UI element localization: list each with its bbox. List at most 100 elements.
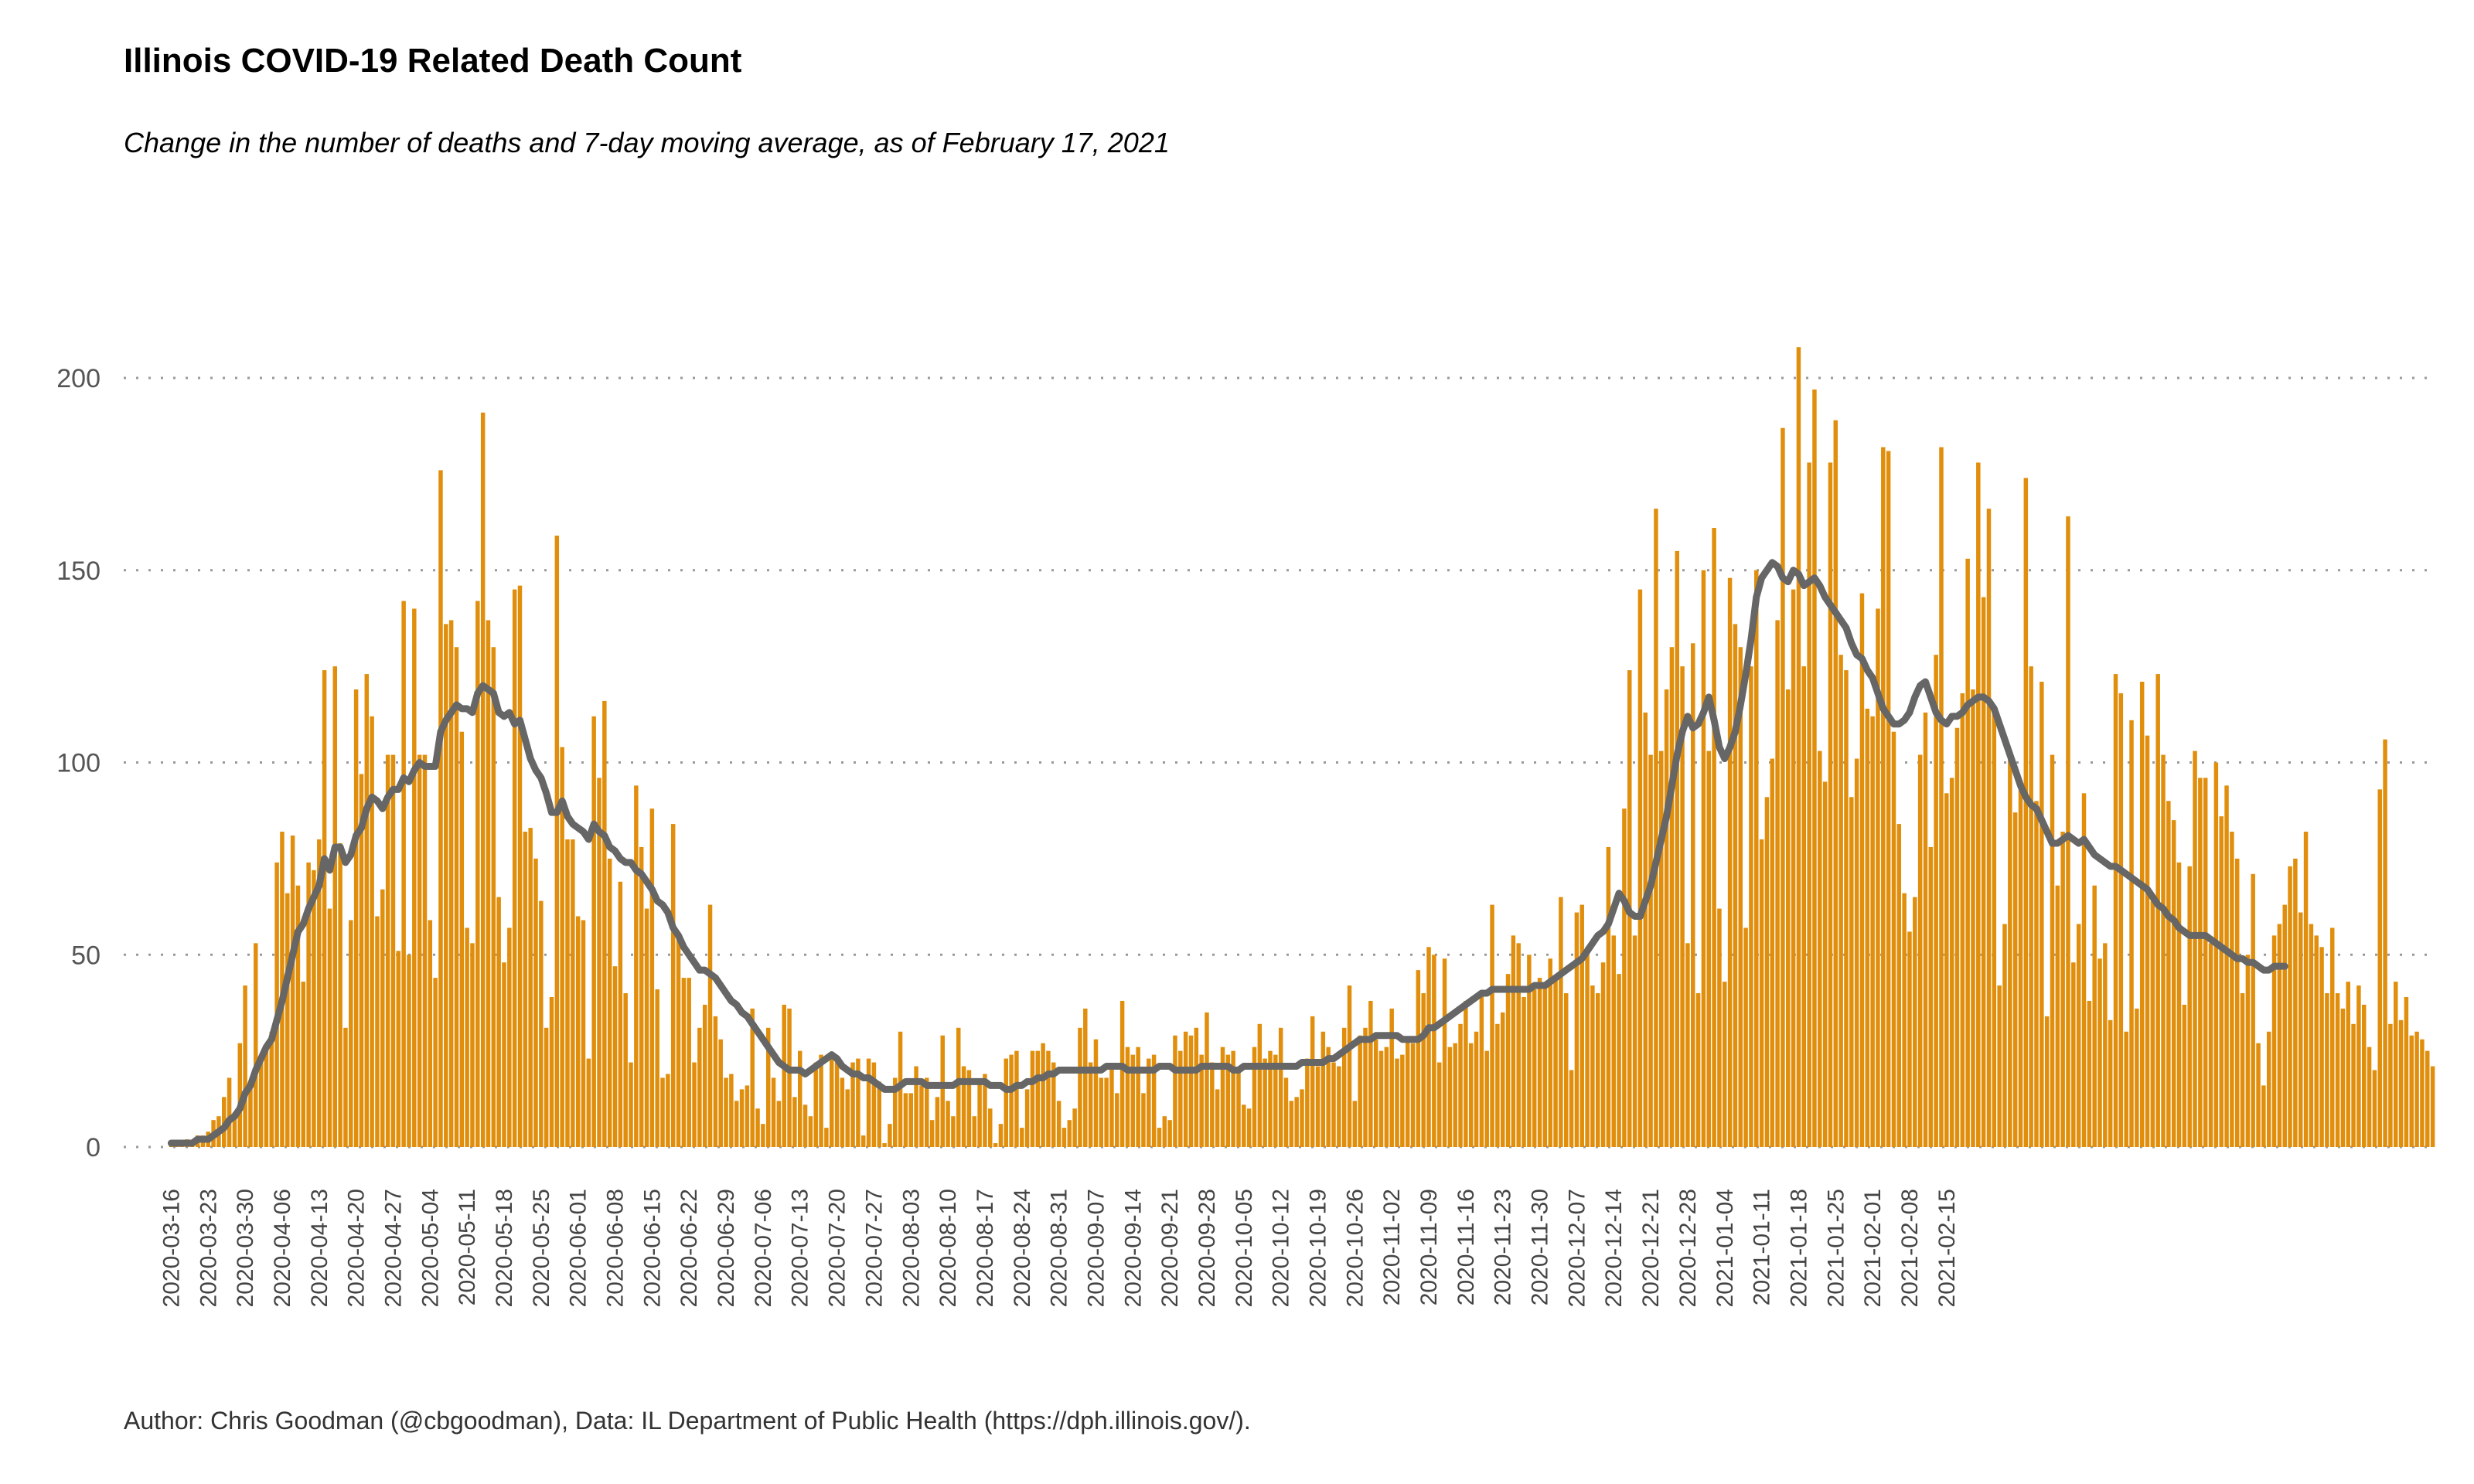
bar — [782, 1004, 786, 1147]
bar — [1099, 1077, 1104, 1147]
bar — [2103, 943, 2108, 1147]
bar — [317, 839, 322, 1147]
bar — [2266, 1031, 2271, 1147]
bar — [1337, 1066, 1341, 1147]
bar — [1035, 1050, 1041, 1147]
bar — [1436, 1062, 1442, 1147]
bar — [1500, 1012, 1505, 1148]
bar — [1548, 958, 1552, 1147]
bar — [1453, 1043, 1457, 1147]
bar — [1574, 912, 1579, 1147]
bar — [1368, 1000, 1373, 1147]
bar — [649, 808, 655, 1147]
bar — [285, 893, 290, 1147]
y-axis-ticks: 0 50 100 150 200 — [56, 364, 101, 1162]
bar — [940, 1035, 945, 1147]
bar — [1511, 935, 1516, 1148]
bar — [349, 920, 353, 1147]
bar — [2230, 832, 2234, 1147]
bar — [1807, 462, 1811, 1147]
bar — [2335, 993, 2340, 1147]
bar — [1622, 808, 1627, 1147]
bar — [2234, 858, 2240, 1148]
x-tick-label: 2020-04-20 — [344, 1189, 370, 1307]
bar — [1913, 897, 1917, 1148]
bar — [1162, 1116, 1167, 1147]
y-tick-label: 0 — [86, 1133, 101, 1162]
bar — [2251, 873, 2255, 1147]
bar — [1569, 1070, 1574, 1147]
bar — [507, 928, 512, 1147]
bar — [523, 832, 528, 1147]
bar — [2430, 1066, 2435, 1147]
bar — [396, 951, 401, 1147]
bar — [734, 1101, 739, 1147]
bar — [919, 1085, 924, 1147]
bar — [1093, 1039, 1099, 1147]
bar — [1474, 1031, 1479, 1147]
bar — [370, 716, 374, 1147]
bar — [528, 828, 533, 1147]
bar — [1654, 509, 1658, 1147]
bar — [681, 978, 687, 1147]
x-tick-label: 2021-01-18 — [1786, 1189, 1811, 1307]
x-tick-label: 2020-04-06 — [270, 1189, 295, 1307]
bar — [1020, 1128, 1024, 1148]
bar — [1294, 1097, 1299, 1147]
bar — [1617, 974, 1621, 1147]
bar — [1289, 1101, 1294, 1147]
x-tick-label: 2020-06-15 — [639, 1189, 665, 1307]
bar — [1553, 978, 1558, 1147]
bar — [1484, 1050, 1489, 1147]
bar — [1210, 1062, 1215, 1147]
bar — [2282, 904, 2287, 1147]
bar — [993, 1143, 998, 1147]
bar — [1701, 570, 1706, 1147]
bar — [2213, 762, 2219, 1147]
bar — [914, 1066, 918, 1147]
bar — [1056, 1101, 1062, 1147]
bar — [1458, 1023, 1463, 1147]
bar — [2150, 900, 2155, 1147]
bar — [2309, 924, 2314, 1147]
bar — [364, 674, 370, 1147]
bar — [1659, 751, 1664, 1147]
bar — [824, 1128, 829, 1148]
bar — [232, 1112, 237, 1147]
bar — [2425, 1050, 2430, 1147]
bar — [1326, 1047, 1331, 1147]
bar — [1537, 978, 1542, 1147]
x-tick-label: 2020-08-10 — [935, 1189, 961, 1307]
bar — [1516, 943, 1521, 1147]
bar — [692, 1062, 697, 1147]
bar — [2388, 1023, 2393, 1147]
bar — [1738, 647, 1743, 1147]
bar — [2182, 1004, 2187, 1147]
bar — [1770, 758, 1775, 1147]
bar — [2012, 812, 2018, 1147]
bar — [1257, 1023, 1263, 1147]
bar — [1157, 1128, 1162, 1148]
bar — [1246, 1108, 1252, 1147]
bar — [448, 620, 454, 1147]
bar — [850, 1062, 855, 1147]
bar — [1421, 993, 1426, 1147]
x-tick-label: 2020-08-17 — [973, 1189, 998, 1307]
x-tick-label: 2020-08-24 — [1010, 1189, 1035, 1307]
bar — [1801, 666, 1807, 1148]
bar — [2008, 758, 2012, 1147]
bar — [1585, 947, 1590, 1147]
bar — [512, 589, 517, 1148]
bar — [729, 1074, 734, 1147]
bar — [1199, 1054, 1204, 1147]
bar — [623, 993, 628, 1147]
bar — [1167, 1120, 1172, 1147]
daily-death-bars — [169, 347, 2435, 1148]
bar — [1828, 462, 1833, 1147]
x-tick-label: 2020-12-14 — [1601, 1189, 1627, 1307]
bar — [428, 920, 433, 1147]
bar — [1442, 958, 1447, 1147]
bar — [1331, 1062, 1336, 1147]
bar — [269, 1031, 274, 1147]
bar — [1231, 1050, 1235, 1147]
